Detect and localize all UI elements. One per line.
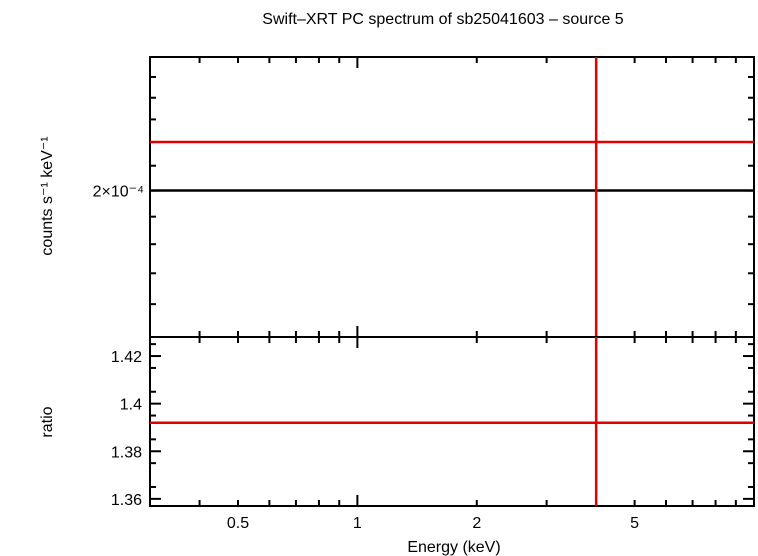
ratio-y-tick-label: 1.4 [120,397,142,414]
ratio-y-tick-label: 1.42 [111,349,142,366]
chart-title: Swift–XRT PC spectrum of sb25041603 – so… [262,11,623,28]
spectrum-y-tick-label: 2×10⁻⁴ [93,184,144,201]
ratio-x-tick-label: 1 [353,515,362,532]
y-axis-label-ratio: ratio [39,406,56,437]
spectrum-panel: 2×10⁻⁴ [93,56,755,338]
y-axis-label-spectrum: counts s⁻¹ keV⁻¹ [39,136,56,255]
ratio-panel: 1.36 1.38 1.4 1.42 0.5 1 2 5 [111,336,755,532]
ratio-x-tick-label: 5 [630,515,639,532]
ratio-y-tick-label: 1.38 [111,444,142,461]
x-axis-label: Energy (keV) [407,539,500,556]
ratio-x-tick-label: 0.5 [227,515,249,532]
ratio-x-tick-label: 2 [472,515,481,532]
spectrum-frame [149,56,755,338]
ratio-y-tick-label: 1.36 [111,492,142,509]
